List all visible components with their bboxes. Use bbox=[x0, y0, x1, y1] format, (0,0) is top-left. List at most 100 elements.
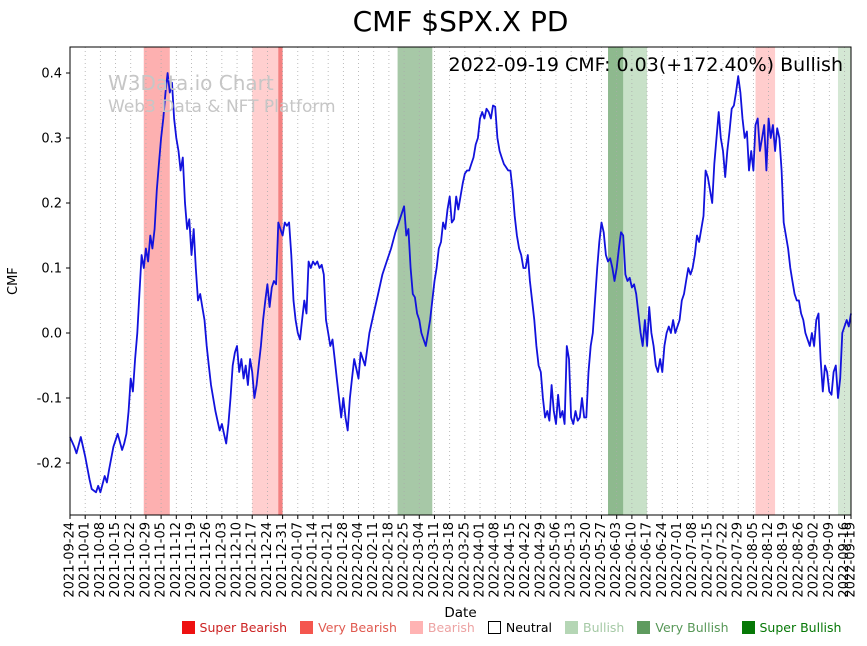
x-tick-label: 2022-08-12 bbox=[761, 522, 776, 598]
x-tick-label: 2021-12-17 bbox=[245, 522, 260, 598]
x-tick-label: 2021-12-03 bbox=[214, 522, 229, 598]
x-tick-label: 2022-03-11 bbox=[427, 522, 442, 598]
x-tick-label: 2022-01-14 bbox=[305, 522, 320, 598]
x-tick-label: 2022-07-08 bbox=[685, 522, 700, 598]
x-tick-label: 2021-10-08 bbox=[93, 522, 108, 598]
x-tick-label: 2021-11-19 bbox=[184, 522, 199, 598]
legend-item-bearish: Bearish bbox=[409, 620, 475, 635]
x-tick-label: 2022-09-16 bbox=[837, 522, 852, 598]
legend-swatch bbox=[300, 621, 314, 634]
x-tick-label: 2021-10-22 bbox=[123, 522, 138, 598]
sentiment-band bbox=[755, 47, 776, 515]
x-tick-label: 2021-10-01 bbox=[78, 522, 93, 598]
x-tick-label: 2022-05-06 bbox=[548, 522, 563, 598]
x-tick-label: 2022-09-09 bbox=[822, 522, 837, 598]
legend-item-very-bearish: Very Bearish bbox=[300, 620, 397, 635]
sentiment-band bbox=[837, 47, 851, 515]
x-tick-label: 2021-10-29 bbox=[138, 522, 153, 598]
x-tick-label: 2022-02-18 bbox=[381, 522, 396, 598]
x-tick-label: 2022-03-18 bbox=[442, 522, 457, 598]
legend-item-super-bullish: Super Bullish bbox=[741, 620, 842, 635]
sentiment-band bbox=[397, 47, 433, 515]
x-tick-label: 2022-04-29 bbox=[533, 522, 548, 598]
legend-item-very-bullish: Very Bullish bbox=[637, 620, 729, 635]
x-tick-label: 2022-04-08 bbox=[488, 522, 503, 598]
legend-swatch bbox=[409, 621, 423, 634]
y-tick-label: 0.4 bbox=[41, 67, 62, 82]
latest-value-annotation: 2022-09-19 CMF: 0.03(+172.40%) Bullish bbox=[448, 54, 844, 76]
x-tick-label: 2022-06-10 bbox=[624, 522, 639, 598]
x-axis-label: Date bbox=[444, 605, 477, 621]
legend-label: Neutral bbox=[505, 620, 552, 635]
watermark-line1: W3Data.io Chart bbox=[108, 71, 274, 95]
sentiment-legend: Super Bearish Very Bearish Bearish Neutral B… bbox=[160, 620, 863, 635]
x-tick-label: 2022-02-04 bbox=[351, 522, 366, 598]
cmf-line bbox=[69, 72, 852, 494]
x-tick-label: 2022-06-17 bbox=[640, 522, 655, 598]
watermark: W3Data.io Chart Web3 Data & NFT Platform bbox=[108, 70, 336, 118]
y-tick-label: 0.1 bbox=[41, 262, 62, 277]
x-tick-label: 2021-11-05 bbox=[154, 522, 169, 598]
x-tick-label: 2022-09-19 bbox=[844, 522, 859, 598]
x-tick-label: 2022-07-29 bbox=[731, 522, 746, 598]
sentiment-band bbox=[608, 47, 624, 515]
x-tick-label: 2021-12-31 bbox=[275, 522, 290, 598]
x-tick-label: 2022-05-13 bbox=[564, 522, 579, 598]
x-tick-label: 2021-12-10 bbox=[230, 522, 245, 598]
x-tick-label: 2022-07-15 bbox=[700, 522, 715, 598]
x-tick-label: 2022-07-01 bbox=[670, 522, 685, 598]
plot-border bbox=[69, 46, 852, 516]
x-tick-label: 2022-04-22 bbox=[518, 522, 533, 598]
x-tick-label: 2022-08-26 bbox=[791, 522, 806, 598]
y-tick-label: 0.2 bbox=[41, 197, 62, 212]
x-tick-label: 2021-11-26 bbox=[199, 522, 214, 598]
x-tick-label: 2021-12-24 bbox=[260, 522, 275, 598]
y-tick-label: -0.2 bbox=[37, 457, 62, 472]
y-tick-label: 0.0 bbox=[41, 327, 62, 342]
legend-item-super-bearish: Super Bearish bbox=[181, 620, 288, 635]
legend-swatch bbox=[637, 621, 651, 634]
y-tick-label: 0.3 bbox=[41, 132, 62, 147]
chart-title: CMF $SPX.X PD bbox=[352, 5, 569, 38]
legend-label: Bearish bbox=[427, 620, 475, 635]
legend-label: Bullish bbox=[583, 620, 625, 635]
x-tick-label: 2022-05-27 bbox=[594, 522, 609, 598]
x-tick-label: 2022-06-03 bbox=[609, 522, 624, 598]
x-tick-label: 2021-11-12 bbox=[169, 522, 184, 598]
x-tick-label: 2021-10-15 bbox=[108, 522, 123, 598]
legend-swatch bbox=[565, 621, 578, 634]
watermark-line2: Web3 Data & NFT Platform bbox=[108, 97, 336, 117]
y-tick-label: -0.1 bbox=[37, 392, 62, 407]
x-tick-label: 2022-03-04 bbox=[412, 522, 427, 598]
x-tick-label: 2021-09-24 bbox=[63, 522, 78, 598]
x-tick-label: 2022-04-15 bbox=[503, 522, 518, 598]
x-tick-label: 2022-01-21 bbox=[321, 522, 336, 598]
legend-item-neutral: Neutral bbox=[487, 620, 552, 635]
x-tick-label: 2022-01-28 bbox=[336, 522, 351, 598]
legend-label: Super Bearish bbox=[199, 620, 288, 635]
x-tick-label: 2022-07-22 bbox=[716, 522, 731, 598]
x-tick-label: 2022-09-02 bbox=[807, 522, 822, 598]
x-tick-label: 2022-08-19 bbox=[776, 522, 791, 598]
legend-swatch bbox=[487, 621, 501, 634]
legend-label: Super Bullish bbox=[759, 620, 842, 635]
x-tick-label: 2022-08-05 bbox=[746, 522, 761, 598]
sentiment-band bbox=[623, 47, 648, 515]
legend-label: Very Bearish bbox=[318, 620, 397, 635]
legend-item-bullish: Bullish bbox=[565, 620, 624, 635]
sentiment-band bbox=[278, 47, 283, 515]
x-tick-label: 2022-04-01 bbox=[473, 522, 488, 598]
x-tick-label: 2022-05-20 bbox=[579, 522, 594, 598]
x-tick-label: 2022-02-25 bbox=[397, 522, 412, 598]
x-tick-label: 2022-03-25 bbox=[457, 522, 472, 598]
x-tick-label: 2022-06-24 bbox=[655, 522, 670, 598]
legend-label: Very Bullish bbox=[655, 620, 729, 635]
legend-swatch bbox=[181, 621, 195, 634]
sentiment-band bbox=[143, 47, 170, 515]
y-axis-label: CMF bbox=[6, 267, 21, 295]
x-tick-label: 2022-01-07 bbox=[290, 522, 305, 598]
x-tick-label: 2022-02-11 bbox=[366, 522, 381, 598]
legend-swatch bbox=[741, 621, 755, 634]
